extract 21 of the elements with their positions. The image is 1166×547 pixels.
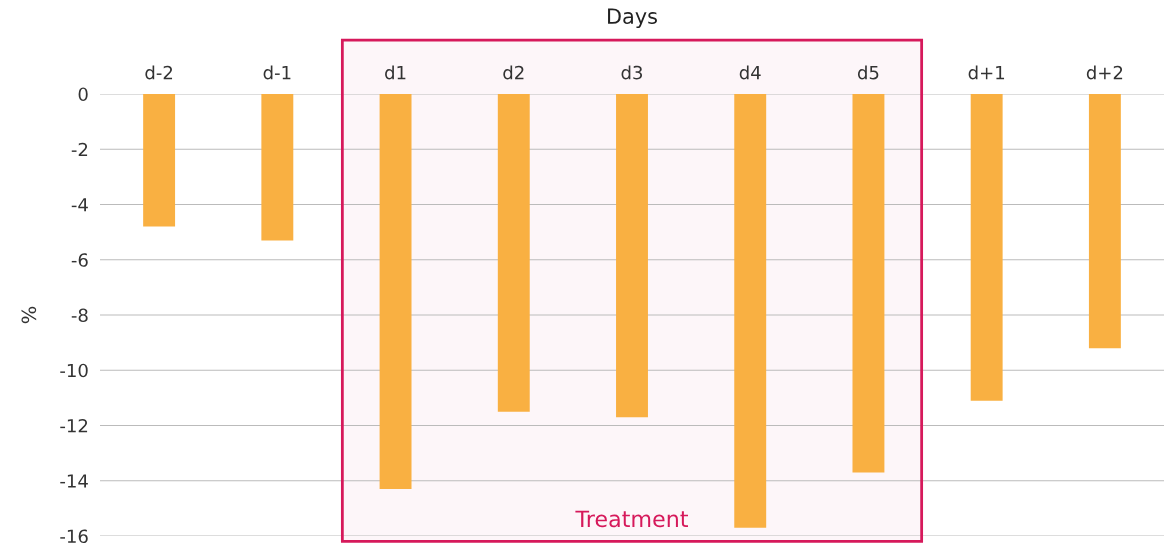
y-tick-label: -6 [71,253,88,267]
y-tick-label: -4 [71,198,88,212]
x-tick-label: d2 [503,65,524,80]
y-axis-title: % [21,306,37,324]
x-tick-label: d-2 [145,65,173,80]
x-axis-title: Days [608,8,657,29]
x-tick-label: d3 [621,65,643,80]
x-tick-label: d-1 [263,65,291,80]
y-tick-label: -16 [60,529,88,544]
y-tick-label: 0 [78,87,88,102]
x-tick-label: d1 [385,65,406,80]
x-tick-label: d+2 [1086,65,1123,80]
x-tick-label: d+1 [968,65,1005,80]
y-tick-label: -2 [71,142,88,157]
y-tick-label: -14 [60,474,88,488]
x-tick-label: d4 [739,65,761,80]
x-tick-label: d5 [857,65,879,80]
y-tick-label: -8 [71,308,88,323]
band-label: Treatment [575,510,688,528]
y-tick-label: -12 [60,418,88,433]
y-tick-label: -10 [60,363,88,378]
